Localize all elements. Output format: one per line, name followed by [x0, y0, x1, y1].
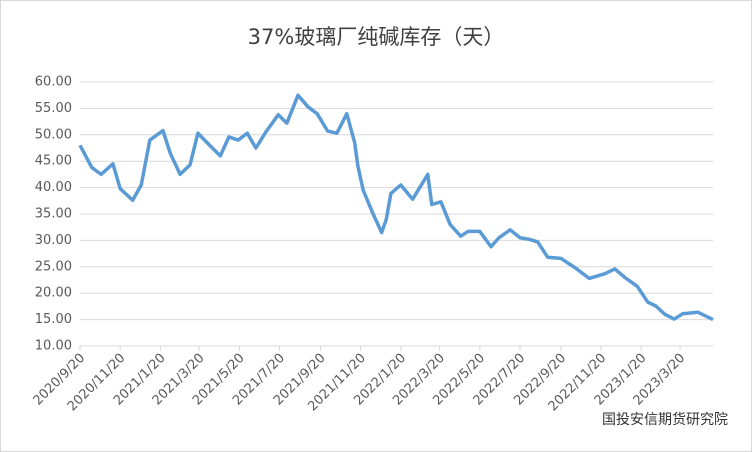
watermark: 国投安信期货研究院 — [602, 411, 728, 428]
y-tick-label: 35.00 — [35, 207, 72, 222]
y-tick-label: 15.00 — [35, 312, 72, 327]
y-tick-label: 50.00 — [35, 127, 72, 142]
y-tick-label: 10.00 — [35, 339, 72, 354]
y-tick-label: 60.00 — [35, 75, 72, 90]
y-tick-label: 25.00 — [35, 259, 72, 274]
chart-title: 37%玻璃厂纯碱库存（天） — [248, 25, 505, 49]
line-series — [78, 93, 714, 322]
y-tick-label: 40.00 — [35, 180, 72, 195]
y-tick-label: 55.00 — [35, 101, 72, 116]
y-tick-label: 30.00 — [35, 233, 72, 248]
y-tick-label: 20.00 — [35, 286, 72, 301]
y-tick-label: 45.00 — [35, 154, 72, 169]
